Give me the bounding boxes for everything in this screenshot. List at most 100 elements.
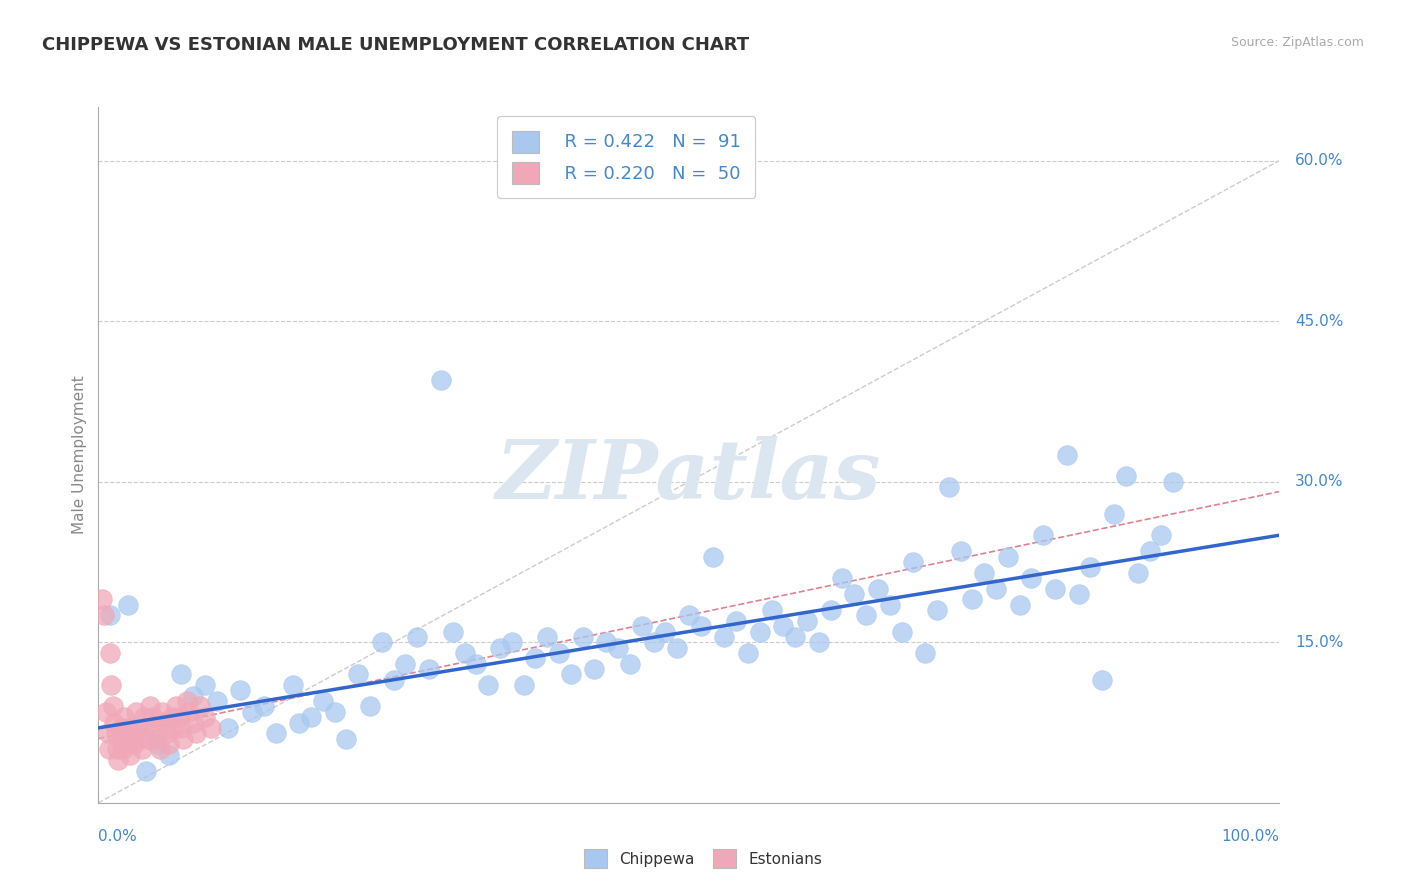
- Point: [382, 673, 405, 687]
- Point: [962, 592, 984, 607]
- Point: [105, 726, 128, 740]
- Point: [1056, 448, 1078, 462]
- Point: [925, 603, 948, 617]
- Point: [112, 742, 135, 756]
- Point: [807, 635, 830, 649]
- Point: [172, 731, 194, 746]
- Point: [146, 731, 169, 746]
- Legend: Chippewa, Estonians: Chippewa, Estonians: [576, 841, 830, 875]
- Point: [938, 480, 960, 494]
- Point: [761, 603, 783, 617]
- Text: 30.0%: 30.0%: [1295, 475, 1343, 489]
- Point: [170, 721, 193, 735]
- Point: [299, 710, 322, 724]
- Point: [1021, 571, 1043, 585]
- Point: [103, 715, 125, 730]
- Point: [1080, 560, 1102, 574]
- Point: [128, 731, 150, 746]
- Point: [170, 667, 193, 681]
- Point: [163, 721, 186, 735]
- Point: [820, 603, 842, 617]
- Point: [135, 764, 157, 778]
- Point: [973, 566, 995, 580]
- Point: [347, 667, 370, 681]
- Point: [1032, 528, 1054, 542]
- Point: [134, 710, 156, 724]
- Point: [796, 614, 818, 628]
- Point: [117, 598, 139, 612]
- Point: [725, 614, 748, 628]
- Point: [131, 742, 153, 756]
- Text: 15.0%: 15.0%: [1295, 635, 1343, 649]
- Point: [194, 710, 217, 724]
- Point: [93, 608, 115, 623]
- Point: [489, 640, 512, 655]
- Point: [125, 705, 148, 719]
- Text: 100.0%: 100.0%: [1222, 829, 1279, 844]
- Point: [689, 619, 711, 633]
- Point: [1067, 587, 1090, 601]
- Point: [643, 635, 665, 649]
- Text: Source: ZipAtlas.com: Source: ZipAtlas.com: [1230, 36, 1364, 49]
- Point: [607, 640, 630, 655]
- Point: [181, 715, 204, 730]
- Point: [194, 678, 217, 692]
- Point: [160, 710, 183, 724]
- Point: [122, 737, 145, 751]
- Point: [112, 710, 135, 724]
- Point: [264, 726, 287, 740]
- Point: [949, 544, 972, 558]
- Point: [143, 721, 166, 735]
- Point: [465, 657, 488, 671]
- Point: [1008, 598, 1031, 612]
- Point: [205, 694, 228, 708]
- Point: [135, 721, 157, 735]
- Text: 60.0%: 60.0%: [1295, 153, 1343, 168]
- Point: [548, 646, 571, 660]
- Point: [654, 624, 676, 639]
- Point: [181, 689, 204, 703]
- Point: [536, 630, 558, 644]
- Point: [595, 635, 617, 649]
- Point: [1115, 469, 1137, 483]
- Text: ZIPatlas: ZIPatlas: [496, 436, 882, 516]
- Point: [430, 373, 453, 387]
- Point: [150, 705, 173, 719]
- Point: [571, 630, 593, 644]
- Point: [831, 571, 853, 585]
- Point: [844, 587, 866, 601]
- Point: [453, 646, 475, 660]
- Point: [200, 721, 222, 735]
- Point: [984, 582, 1007, 596]
- Point: [406, 630, 429, 644]
- Point: [501, 635, 523, 649]
- Point: [477, 678, 499, 692]
- Point: [240, 705, 263, 719]
- Point: [997, 549, 1019, 564]
- Point: [785, 630, 807, 644]
- Point: [100, 678, 122, 692]
- Point: [560, 667, 582, 681]
- Point: [179, 705, 201, 719]
- Point: [702, 549, 724, 564]
- Point: [866, 582, 889, 596]
- Point: [101, 699, 124, 714]
- Point: [188, 699, 211, 714]
- Point: [115, 721, 138, 735]
- Point: [176, 694, 198, 708]
- Point: [524, 651, 547, 665]
- Point: [165, 699, 187, 714]
- Point: [1091, 673, 1114, 687]
- Point: [1102, 507, 1125, 521]
- Point: [359, 699, 381, 714]
- Point: [139, 699, 162, 714]
- Point: [153, 715, 176, 730]
- Point: [117, 737, 139, 751]
- Point: [253, 699, 276, 714]
- Point: [157, 737, 180, 751]
- Point: [512, 678, 534, 692]
- Point: [737, 646, 759, 660]
- Point: [149, 742, 172, 756]
- Point: [288, 715, 311, 730]
- Point: [441, 624, 464, 639]
